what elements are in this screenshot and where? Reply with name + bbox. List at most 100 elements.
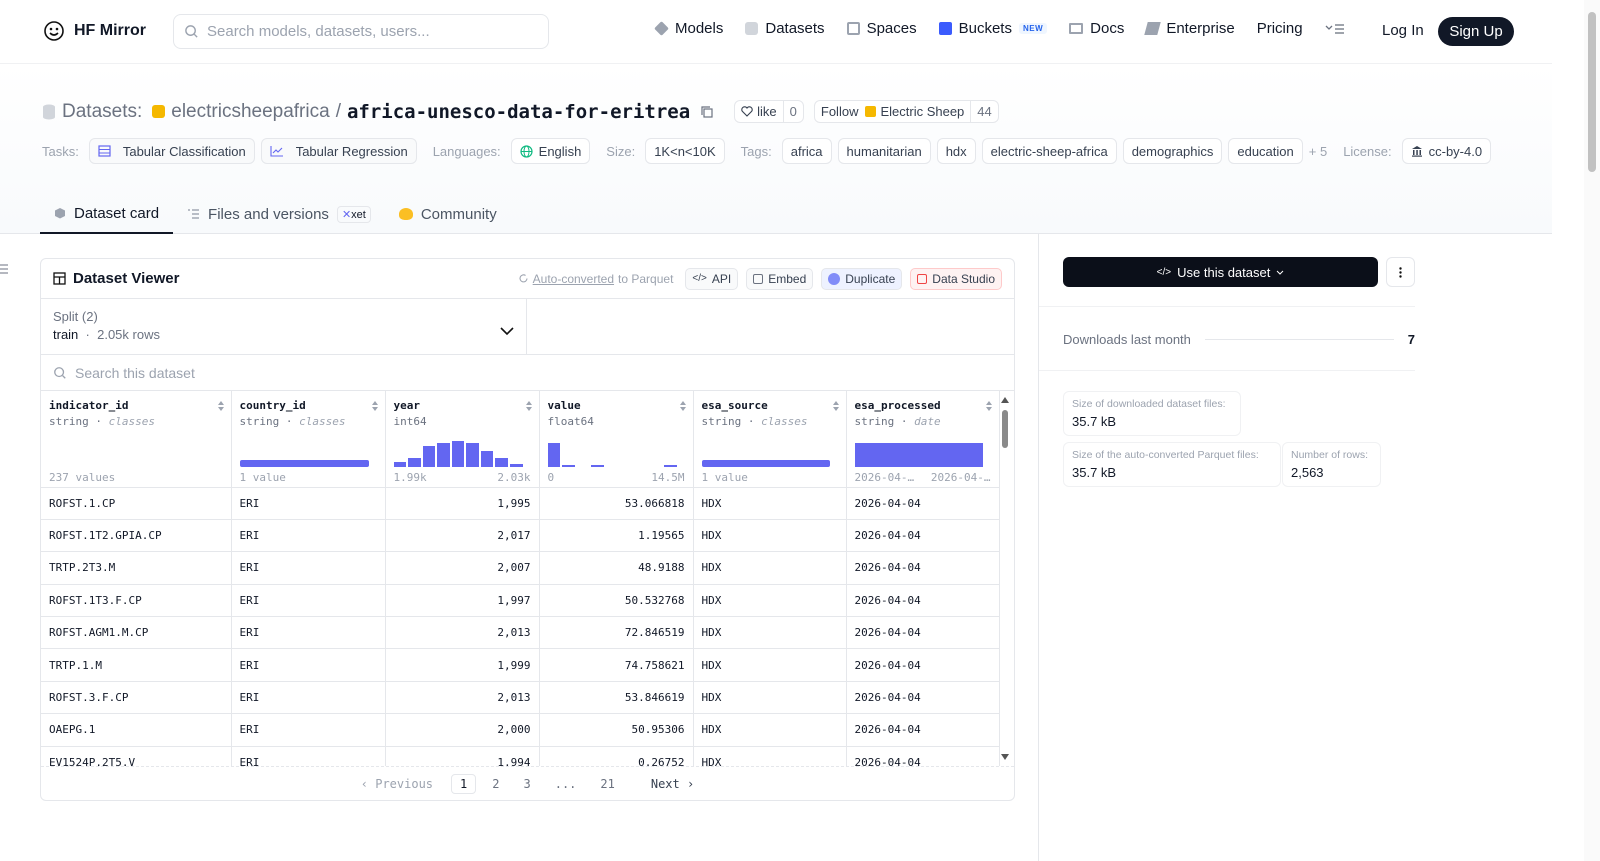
column-header-2[interactable]: year int64 1.99k 2.03k bbox=[385, 391, 540, 488]
nav-models[interactable]: Models bbox=[654, 20, 723, 37]
table-cell[interactable]: 53.066818 bbox=[539, 487, 694, 520]
table-cell[interactable]: 2,013 bbox=[385, 681, 540, 715]
table-cell[interactable]: ROFST.1T2.GPIA.CP bbox=[41, 519, 232, 553]
page-2[interactable]: 2 bbox=[492, 776, 500, 791]
duplicate-button[interactable]: Duplicate bbox=[821, 267, 903, 290]
table-cell[interactable]: 1,997 bbox=[385, 584, 540, 618]
tag-hdx[interactable]: hdx bbox=[936, 138, 976, 164]
table-cell[interactable]: HDX bbox=[693, 616, 847, 650]
auto-converted-link[interactable]: Auto-converted bbox=[532, 271, 615, 286]
table-cell[interactable]: 74.758621 bbox=[539, 648, 694, 682]
table-cell[interactable]: HDX bbox=[693, 681, 847, 715]
data-studio-button[interactable]: Data Studio bbox=[910, 267, 1002, 290]
nav-spaces[interactable]: Spaces bbox=[846, 20, 917, 37]
page-3[interactable]: 3 bbox=[523, 776, 531, 791]
table-cell[interactable]: 1,994 bbox=[385, 746, 540, 766]
histogram-bar[interactable] bbox=[562, 464, 575, 467]
table-cell[interactable]: ROFST.AGM1.M.CP bbox=[41, 616, 232, 650]
table-cell[interactable]: 2026-04-04 bbox=[846, 584, 1000, 618]
histogram-bar[interactable] bbox=[437, 442, 450, 467]
nav-enterprise[interactable]: Enterprise bbox=[1144, 20, 1235, 37]
table-cell[interactable]: 2026-04-04 bbox=[846, 681, 1000, 715]
global-search-input[interactable]: Search models, datasets, users... bbox=[173, 14, 549, 49]
table-cell[interactable]: ERI bbox=[231, 713, 386, 747]
histogram-bar[interactable] bbox=[547, 442, 561, 467]
sidebar-toggle-icon[interactable] bbox=[0, 263, 10, 275]
histogram-bar[interactable] bbox=[480, 451, 494, 467]
table-cell[interactable]: 2026-04-04 bbox=[846, 648, 1000, 682]
tag-electric-sheep-africa[interactable]: electric-sheep-africa bbox=[981, 138, 1117, 164]
like-button[interactable]: like 0 bbox=[734, 100, 804, 123]
task-tag-tabular-classification[interactable]: Tabular Classification bbox=[88, 138, 255, 164]
table-cell[interactable]: 1.19565 bbox=[539, 519, 694, 553]
table-cell[interactable]: 2026-04-04 bbox=[846, 519, 1000, 553]
page-1[interactable]: 1 bbox=[451, 773, 477, 794]
table-cell[interactable]: ERI bbox=[231, 648, 386, 682]
sort-icon[interactable] bbox=[679, 400, 687, 412]
sort-icon[interactable] bbox=[525, 400, 533, 412]
histogram-bar[interactable] bbox=[451, 441, 465, 467]
table-cell[interactable]: 2026-04-04 bbox=[846, 487, 1000, 520]
dataset-name[interactable]: africa-unesco-data-for-eritrea bbox=[346, 100, 691, 123]
table-row[interactable]: EV1524P.2T5.V ERI 1,994 0.26752 HDX 2026-04-0… bbox=[41, 746, 1000, 766]
tab-dataset-card[interactable]: Dataset card bbox=[40, 194, 174, 234]
column-header-1[interactable]: country_id string · classes 1 value bbox=[231, 391, 386, 488]
histogram-bar[interactable] bbox=[510, 463, 523, 467]
table-cell[interactable]: 2026-04-04 bbox=[846, 713, 1000, 747]
license-tag[interactable]: cc-by-4.0 bbox=[1401, 138, 1492, 164]
tag-africa[interactable]: africa bbox=[781, 138, 832, 164]
table-cell[interactable]: ROFST.1.CP bbox=[41, 487, 232, 520]
table-cell[interactable]: 0.26752 bbox=[539, 746, 694, 766]
page-scrollbar-thumb[interactable] bbox=[1588, 12, 1596, 172]
table-cell[interactable]: 72.846519 bbox=[539, 616, 694, 650]
table-cell[interactable]: 1,999 bbox=[385, 648, 540, 682]
table-row[interactable]: ROFST.1T2.GPIA.CP ERI 2,017 1.19565 HDX 2026-… bbox=[41, 519, 1000, 553]
login-link[interactable]: Log In bbox=[1382, 22, 1424, 39]
histogram-bar[interactable] bbox=[591, 465, 604, 467]
table-cell[interactable]: HDX bbox=[693, 584, 847, 618]
table-cell[interactable]: TRTP.1.M bbox=[41, 648, 232, 682]
split-select[interactable]: Split (2) train · 2.05k rows bbox=[41, 299, 527, 354]
table-cell[interactable]: ERI bbox=[231, 616, 386, 650]
table-cell[interactable]: EV1524P.2T5.V bbox=[41, 746, 232, 766]
table-cell[interactable]: ROFST.1T3.F.CP bbox=[41, 584, 232, 618]
table-cell[interactable]: ROFST.3.F.CP bbox=[41, 681, 232, 715]
api-button[interactable]: </> API bbox=[685, 267, 739, 290]
page-scrollbar[interactable] bbox=[1584, 0, 1600, 861]
table-cell[interactable]: 2,017 bbox=[385, 519, 540, 553]
table-row[interactable]: TRTP.2T3.M ERI 2,007 48.9188 HDX 2026-04-04 bbox=[41, 551, 1000, 585]
table-cell[interactable]: 2,007 bbox=[385, 551, 540, 585]
histogram-bar[interactable] bbox=[466, 442, 479, 467]
tab-files-and-versions[interactable]: Files and versions ✕xet bbox=[173, 194, 385, 234]
tag-education[interactable]: education bbox=[1228, 138, 1303, 164]
table-cell[interactable]: 2026-04-04 bbox=[846, 746, 1000, 766]
column-header-0[interactable]: indicator_id string · classes 237 values bbox=[41, 391, 232, 488]
table-cell[interactable]: HDX bbox=[693, 487, 847, 520]
table-cell[interactable]: ERI bbox=[231, 746, 386, 766]
size-tag[interactable]: 1K<n<10K bbox=[645, 138, 725, 164]
nav-buckets[interactable]: Buckets NEW bbox=[938, 20, 1048, 37]
table-cell[interactable]: HDX bbox=[693, 713, 847, 747]
column-header-4[interactable]: esa_source string · classes 1 value bbox=[693, 391, 847, 488]
sort-icon[interactable] bbox=[217, 400, 225, 412]
previous-page-button[interactable]: ‹ Previous bbox=[360, 776, 434, 791]
table-cell[interactable]: ERI bbox=[231, 584, 386, 618]
dataset-search-input[interactable]: Search this dataset bbox=[41, 355, 1014, 391]
sort-icon[interactable] bbox=[985, 400, 993, 412]
table-cell[interactable]: ERI bbox=[231, 519, 386, 553]
table-scrollbar[interactable] bbox=[999, 391, 1011, 766]
table-cell[interactable]: 53.846619 bbox=[539, 681, 694, 715]
table-cell[interactable]: 2,013 bbox=[385, 616, 540, 650]
table-cell[interactable]: HDX bbox=[693, 519, 847, 553]
sort-icon[interactable] bbox=[371, 400, 379, 412]
table-row[interactable]: ROFST.3.F.CP ERI 2,013 53.846619 HDX 2026-04-… bbox=[41, 681, 1000, 715]
nav-more-menu[interactable] bbox=[1325, 23, 1345, 35]
table-cell[interactable]: TRTP.2T3.M bbox=[41, 551, 232, 585]
table-cell[interactable]: 2026-04-04 bbox=[846, 616, 1000, 650]
histogram-bar[interactable] bbox=[422, 445, 436, 467]
next-page-button[interactable]: Next › bbox=[650, 776, 695, 791]
page-21[interactable]: 21 bbox=[600, 776, 615, 791]
column-header-5[interactable]: esa_processed string · date 2026-04-… 2026-… bbox=[846, 391, 1000, 488]
histogram-bar[interactable] bbox=[495, 458, 508, 467]
table-cell[interactable]: 2026-04-04 bbox=[846, 551, 1000, 585]
